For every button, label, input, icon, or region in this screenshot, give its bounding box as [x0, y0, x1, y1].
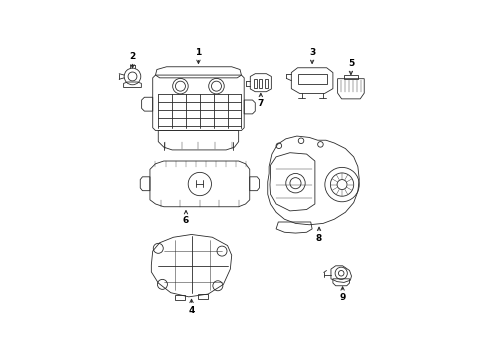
Text: 5: 5 — [348, 59, 354, 68]
Text: 3: 3 — [309, 48, 315, 57]
Text: 6: 6 — [183, 216, 189, 225]
Text: 4: 4 — [188, 306, 195, 315]
Text: 8: 8 — [316, 234, 322, 243]
Text: 2: 2 — [129, 52, 136, 61]
Text: 1: 1 — [196, 48, 201, 57]
Text: 7: 7 — [258, 99, 264, 108]
Text: 9: 9 — [340, 293, 346, 302]
